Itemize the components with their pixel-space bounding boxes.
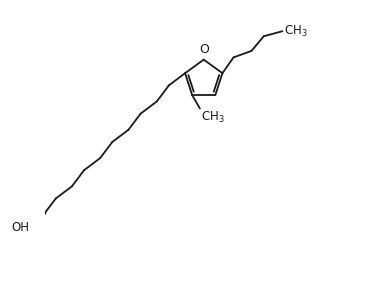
Text: O: O — [199, 43, 209, 56]
Text: OH: OH — [12, 221, 30, 234]
Text: CH$_3$: CH$_3$ — [284, 24, 308, 39]
Text: CH$_3$: CH$_3$ — [201, 110, 224, 125]
